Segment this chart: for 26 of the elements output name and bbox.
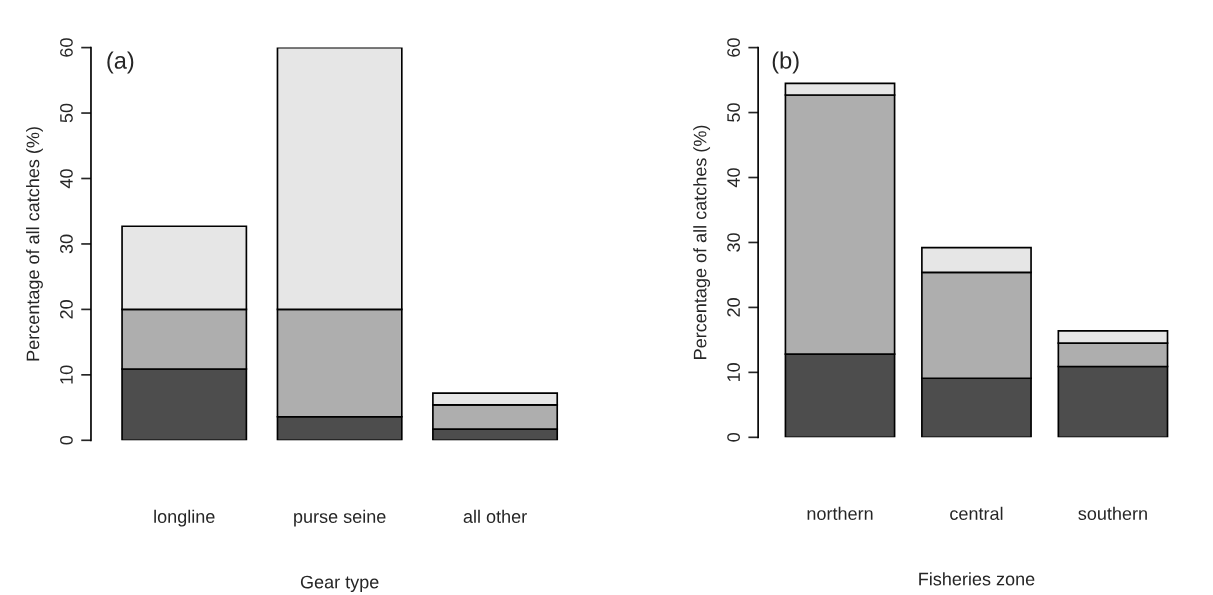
annotation: (a) (107, 51, 134, 74)
y-tick-label: 50 (727, 103, 740, 122)
y-tick-label: 0 (727, 433, 740, 442)
x-tick-label: central (950, 506, 1003, 521)
y-tick-label: 60 (60, 38, 73, 57)
y-tick-label: 30 (60, 234, 73, 254)
x-tick-label: southern (1078, 506, 1147, 521)
x-tick-label: purse seine (294, 509, 386, 527)
y-tick-label: 0 (60, 435, 73, 445)
x-tick-label: longline (154, 509, 215, 527)
x-axis-title: Gear type (300, 575, 379, 593)
x-axis-title: Fisheries zone (919, 572, 1035, 586)
y-tick-label: 60 (727, 38, 740, 57)
y-tick-label: 50 (60, 103, 73, 123)
y-tick-label: 40 (60, 169, 73, 189)
x-tick-label: all other (463, 509, 527, 524)
y-tick-label: 40 (727, 168, 740, 188)
annotation: (b) (772, 51, 799, 74)
y-tick-label: 10 (60, 365, 73, 384)
y-tick-label: 30 (727, 233, 740, 252)
y-axis-title: Percentage of all catches (%) (693, 125, 711, 359)
y-tick-label: 20 (727, 298, 740, 317)
y-tick-label: 10 (727, 363, 740, 382)
y-axis-title: Percentage of all catches (%) (26, 127, 43, 361)
y-tick-label: 20 (60, 300, 73, 319)
x-tick-label: northern (807, 506, 873, 521)
